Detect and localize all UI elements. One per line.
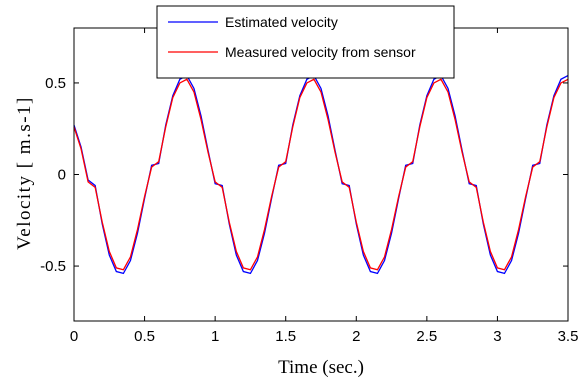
x-tick-label: 0.5 xyxy=(134,328,155,345)
y-axis-title: Velocity [ m.s-1] xyxy=(14,96,35,250)
axes-layer: 0 0.5 1 1.5 2 2.5 3 3.5 -0.5 0 0.5 xyxy=(40,27,579,345)
legend-box xyxy=(156,5,455,79)
series-line-measured xyxy=(73,78,569,271)
x-tick-label: 2.5 xyxy=(416,328,437,345)
legend-label-estimated: Estimated velocity xyxy=(225,14,338,30)
y-tick-label: -0.5 xyxy=(40,258,66,275)
legend-label-measured: Measured velocity from sensor xyxy=(225,44,416,60)
x-axis-title: Time (sec.) xyxy=(278,357,364,378)
x-tick-label: 0 xyxy=(70,328,78,345)
y-tick-label: 0 xyxy=(58,167,66,184)
series-layer xyxy=(73,74,569,275)
x-tick-label: 3.5 xyxy=(558,328,579,345)
legend: Estimated velocity Measured velocity fro… xyxy=(156,5,455,79)
x-tick-label: 1 xyxy=(211,328,219,345)
x-tick-label: 2 xyxy=(352,328,360,345)
y-tick-label: 0.5 xyxy=(45,75,66,92)
x-tick-label: 1.5 xyxy=(275,328,296,345)
x-tick-label: 3 xyxy=(493,328,501,345)
